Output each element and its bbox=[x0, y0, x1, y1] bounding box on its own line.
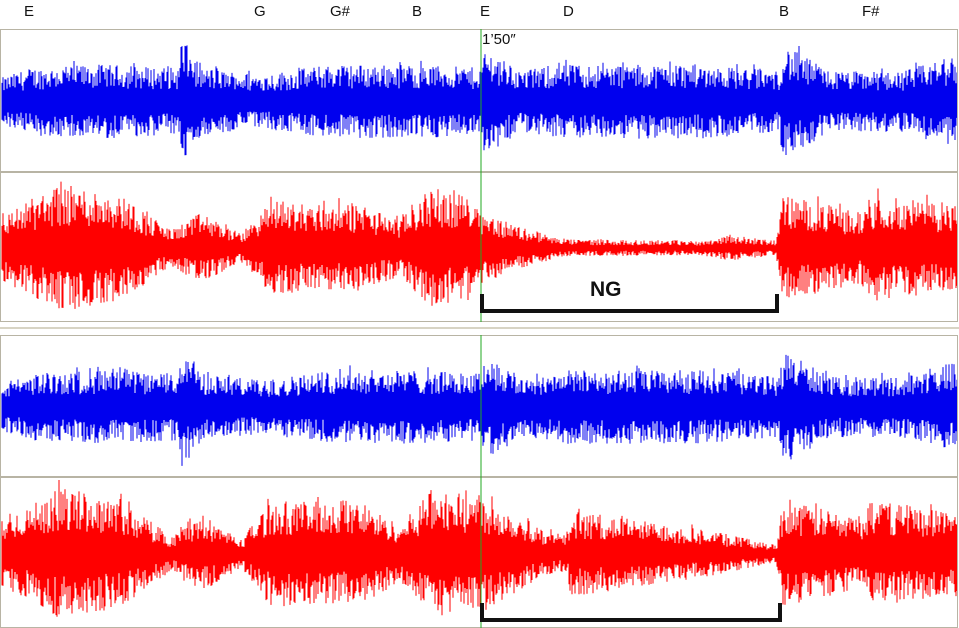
waveform-track-red-lower bbox=[0, 477, 958, 628]
waveform-path bbox=[1, 45, 957, 156]
waveform-track-blue-lower bbox=[0, 335, 958, 477]
waveform-track-blue-upper bbox=[0, 29, 958, 172]
note-label-e-2: E bbox=[480, 3, 491, 20]
note-label-b-1: B bbox=[412, 3, 423, 20]
note-label-d: D bbox=[563, 3, 574, 20]
waveform-path bbox=[1, 354, 957, 466]
ng-label: NG bbox=[590, 278, 622, 301]
waveform-path bbox=[1, 181, 957, 309]
waveform-track-red-upper bbox=[0, 172, 958, 322]
note-label-g-sharp: G# bbox=[330, 3, 351, 20]
time-marker-label: 1’50″ bbox=[482, 31, 516, 48]
track-group-divider bbox=[0, 327, 959, 329]
note-label-b-2: B bbox=[779, 3, 790, 20]
waveform-path bbox=[1, 480, 957, 617]
note-label-f-sharp: F# bbox=[862, 3, 880, 20]
note-label-g: G bbox=[254, 3, 266, 20]
note-label-e-1: E bbox=[24, 3, 35, 20]
